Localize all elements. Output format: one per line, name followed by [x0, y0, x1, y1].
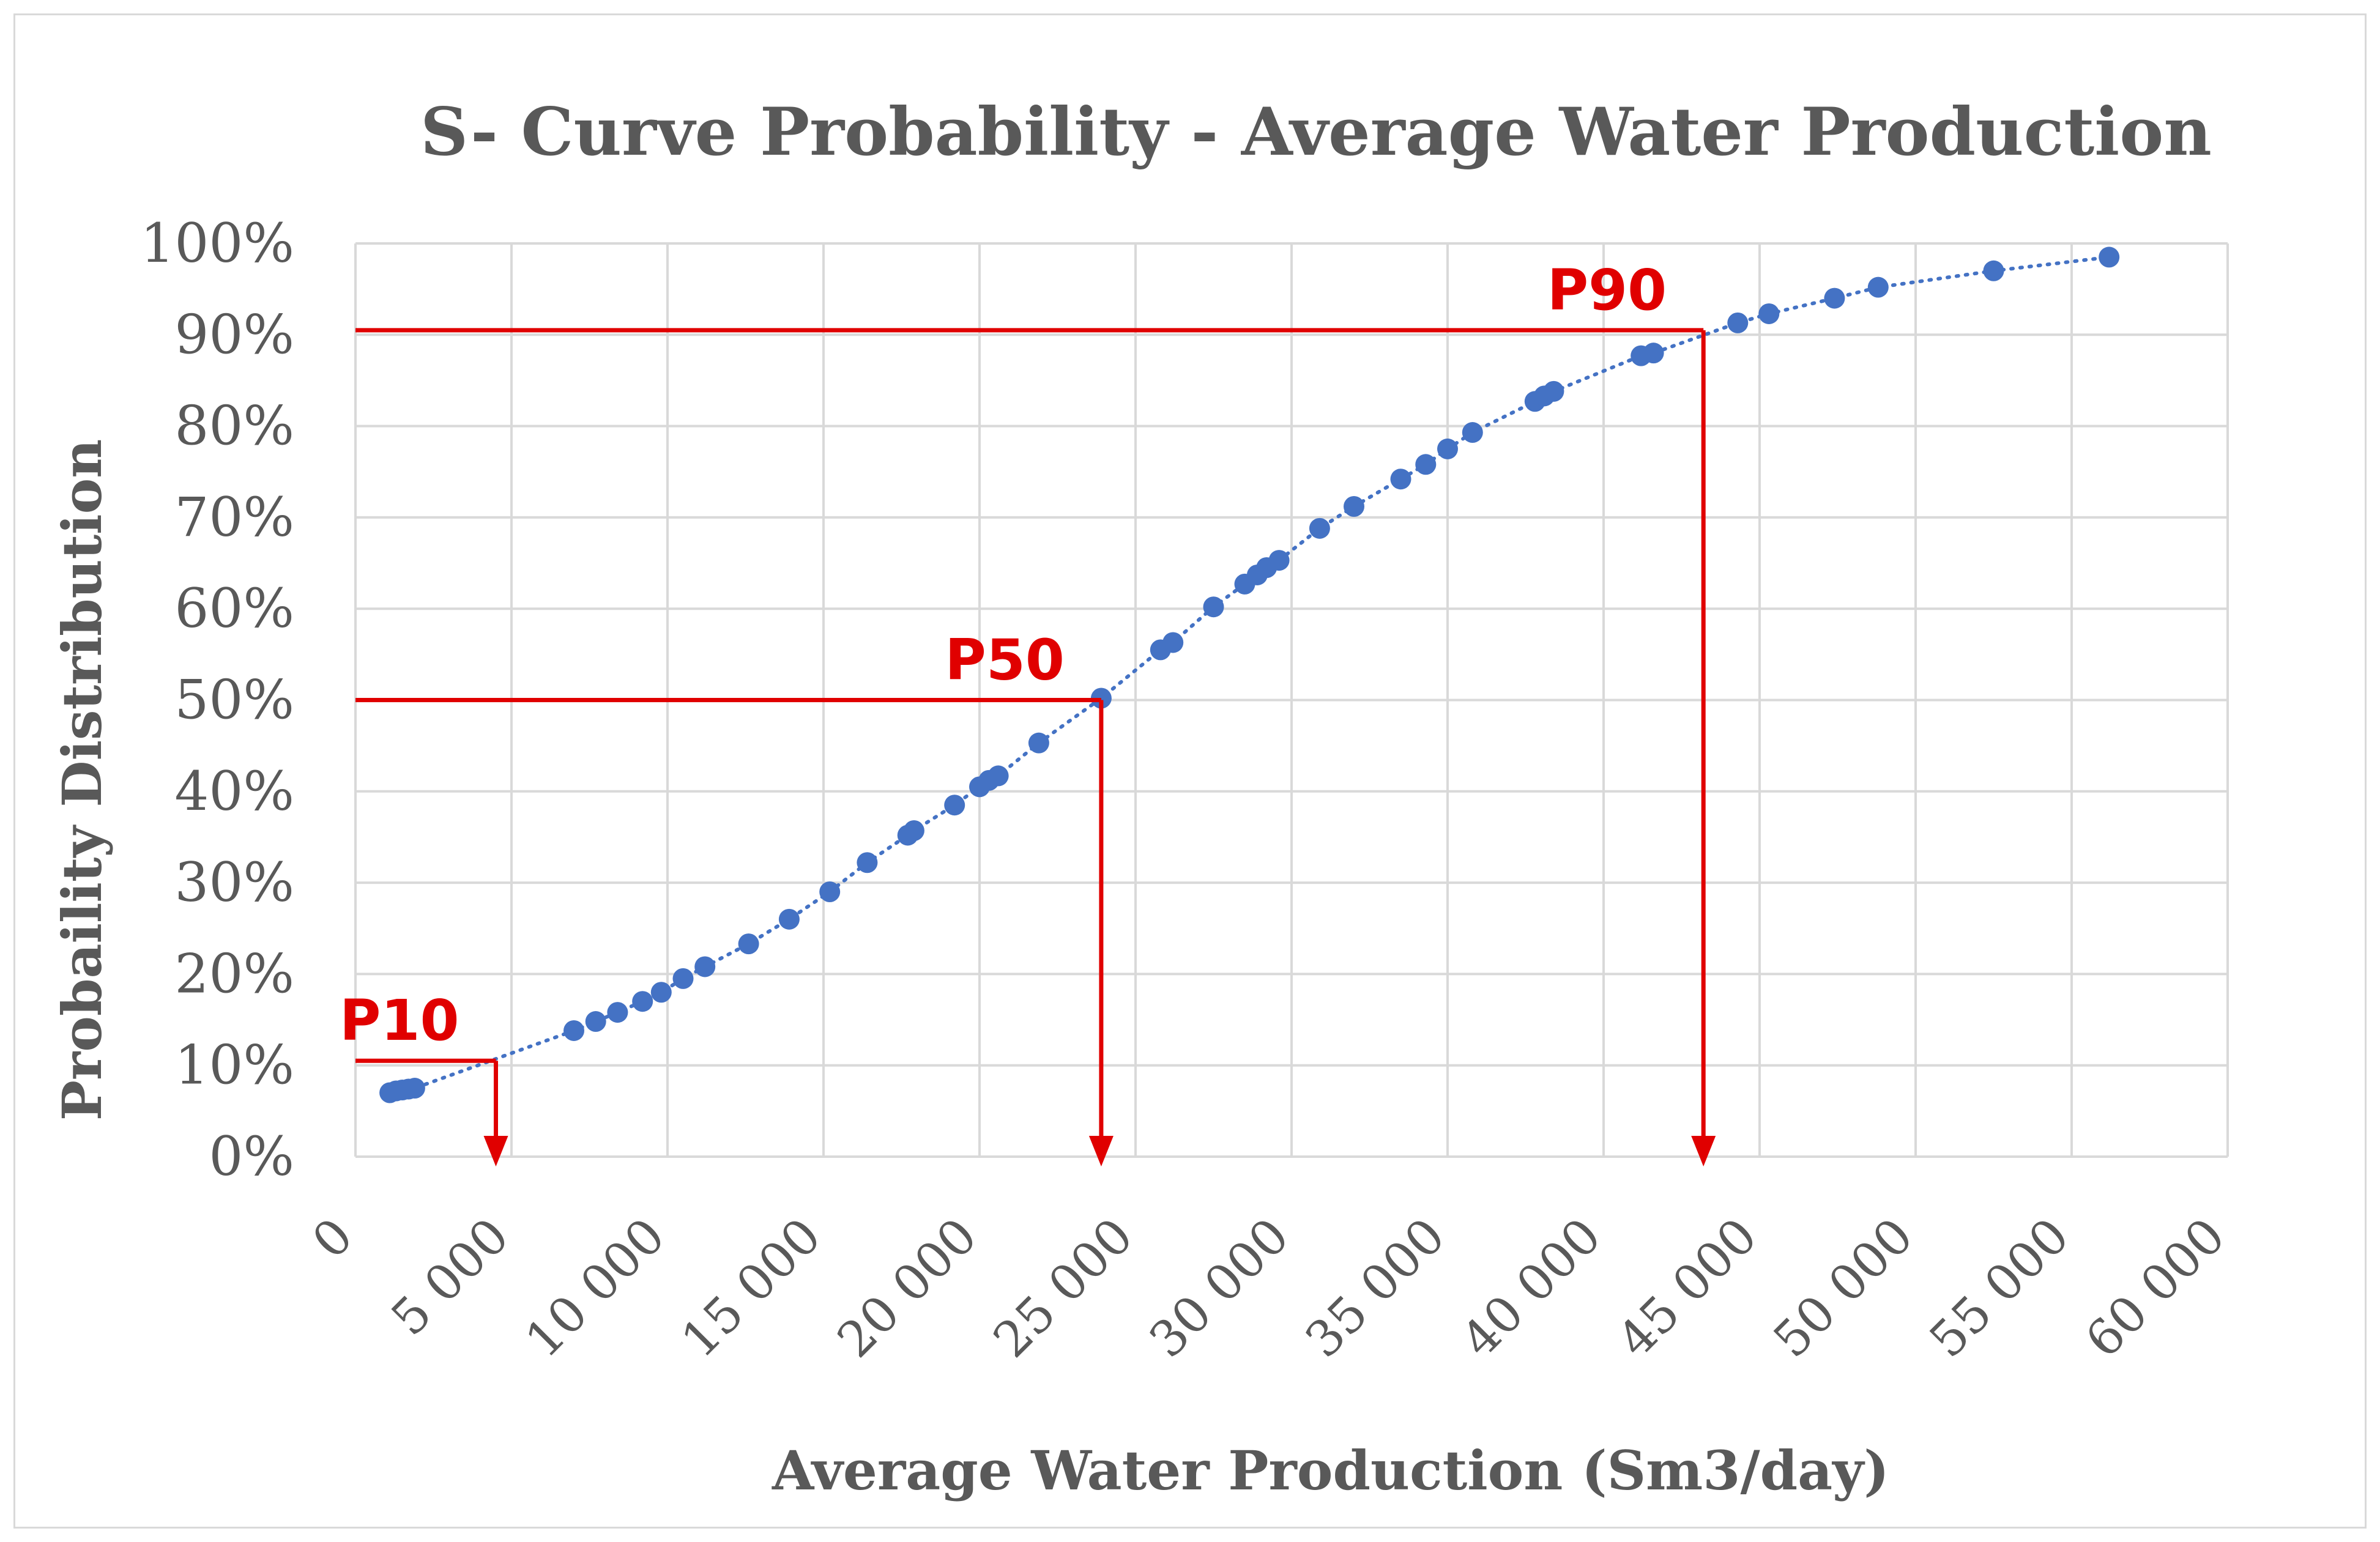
data-point	[1462, 422, 1483, 443]
data-point	[819, 881, 841, 903]
data-point	[1983, 260, 2004, 281]
y-tick-label: 100%	[140, 212, 294, 275]
data-point	[404, 1078, 425, 1099]
trendline-layer	[388, 255, 2111, 1095]
x-tick-label: 45 000	[1607, 1207, 1768, 1369]
x-tick-label: 35 000	[1295, 1207, 1456, 1369]
y-tick-label: 0%	[209, 1125, 294, 1188]
data-point	[1824, 287, 1845, 309]
x-axis-title: Average Water Production (Sm3/day)	[772, 1439, 1889, 1502]
data-point	[632, 991, 653, 1012]
chart-title: S- Curve Probability - Average Water Pro…	[420, 94, 2212, 171]
percentile-annotations: P10 P50 P90	[340, 258, 1716, 1166]
data-point	[987, 765, 1009, 787]
data-point	[738, 933, 759, 955]
x-tick-label: 20 000	[827, 1207, 988, 1369]
x-tick-label: 55 000	[1919, 1207, 2080, 1369]
data-point	[1867, 276, 1889, 298]
trendline-series-0	[388, 255, 2111, 1095]
data-point	[1268, 550, 1290, 571]
x-tick-label: 0	[302, 1207, 364, 1270]
y-tick-label: 60%	[174, 577, 294, 640]
data-point	[903, 820, 924, 841]
data-point	[1727, 312, 1749, 333]
data-point	[1028, 732, 1049, 754]
data-point	[650, 982, 672, 1003]
x-tick-label: 30 000	[1139, 1207, 1300, 1369]
p10-arrowhead	[483, 1136, 508, 1166]
data-point	[1415, 454, 1437, 475]
y-tick-labels: 0% 10% 20% 30% 40% 50% 60% 70% 80% 90% 100%	[140, 212, 294, 1188]
p90-arrowhead	[1691, 1136, 1716, 1166]
data-point	[1543, 380, 1564, 402]
data-point	[1758, 303, 1780, 324]
x-tick-label: 10 000	[515, 1207, 676, 1369]
y-tick-label: 30%	[174, 851, 294, 914]
data-point	[2099, 246, 2120, 268]
x-tick-label: 15 000	[671, 1207, 832, 1369]
p90-label: P90	[1547, 258, 1667, 323]
x-tick-label: 40 000	[1451, 1207, 1612, 1369]
x-tick-label: 60 000	[2075, 1207, 2236, 1369]
y-tick-label: 40%	[174, 760, 294, 823]
x-tick-label: 25 000	[983, 1207, 1144, 1369]
data-point	[944, 795, 965, 816]
y-tick-label: 50%	[174, 669, 294, 732]
data-point	[585, 1011, 606, 1032]
y-tick-label: 20%	[174, 942, 294, 1005]
data-point	[563, 1020, 584, 1041]
data-point	[857, 852, 878, 873]
y-tick-label: 90%	[174, 303, 294, 366]
data-point	[1203, 596, 1224, 618]
p50-label: P50	[945, 628, 1064, 693]
data-point	[1309, 517, 1330, 539]
y-tick-label: 10%	[174, 1034, 294, 1097]
data-point	[1437, 438, 1458, 459]
p50-arrowhead	[1088, 1136, 1114, 1166]
data-point	[1162, 632, 1184, 653]
data-point	[607, 1002, 628, 1023]
chart-svg: S- Curve Probability - Average Water Pro…	[50, 94, 2236, 1502]
p10-label: P10	[340, 988, 459, 1053]
chart-frame: S- Curve Probability - Average Water Pro…	[13, 13, 2367, 1529]
y-tick-label: 70%	[174, 486, 294, 549]
data-point	[1643, 343, 1664, 364]
x-tick-label: 50 000	[1763, 1207, 1924, 1369]
data-point	[1344, 495, 1364, 517]
data-point	[694, 956, 716, 977]
x-tick-label: 5 000	[381, 1207, 520, 1347]
y-tick-label: 80%	[174, 395, 294, 458]
data-point	[672, 968, 694, 989]
data-point	[778, 908, 800, 930]
y-axis-title: Probaility Distribution	[50, 439, 114, 1121]
data-points	[379, 246, 2120, 1103]
data-point	[1390, 469, 1411, 490]
